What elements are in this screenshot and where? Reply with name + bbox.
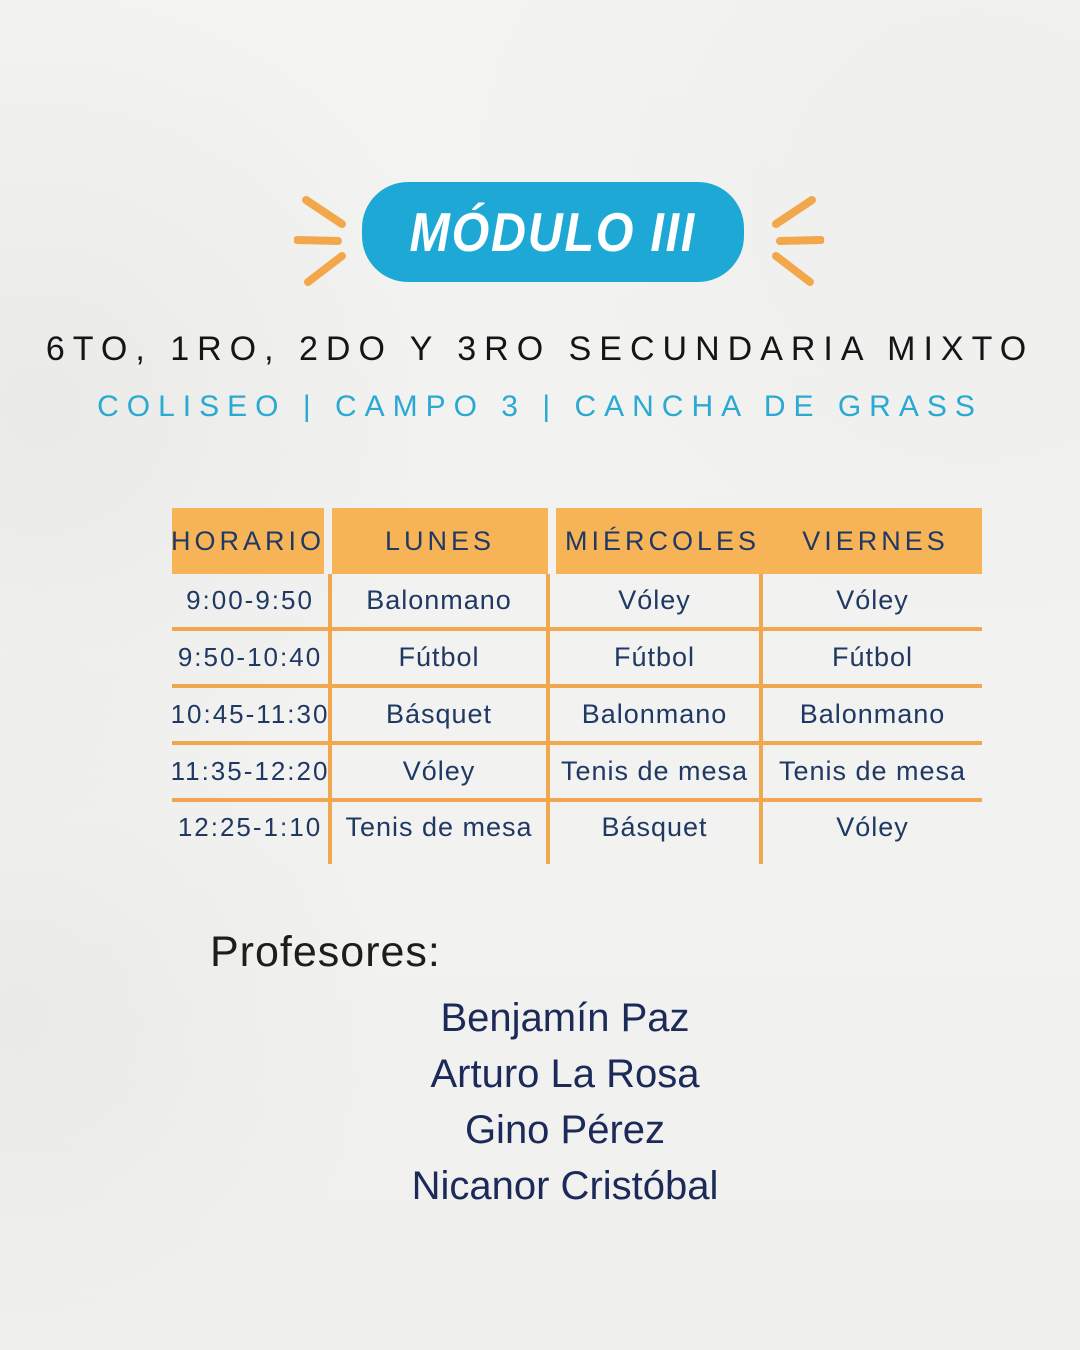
schedule-cell: Básquet	[546, 802, 759, 864]
audience-title: 6TO, 1RO, 2DO Y 3RO SECUNDARIA MIXTO	[45, 330, 1035, 368]
schedule-cell: Balonmano	[546, 688, 759, 741]
schedule-cell: Básquet	[328, 688, 546, 741]
module-badge-label: MÓDULO III	[409, 201, 697, 263]
time-cell: 12:25-1:10	[177, 812, 323, 842]
schedule-cell: Vóley	[328, 745, 546, 798]
column-header-miercoles-viernes: MIÉRCOLES VIERNES	[556, 508, 982, 574]
schedule-cell: Fútbol	[759, 631, 982, 684]
schedule-cell: Vóley	[546, 574, 759, 627]
table-row: 11:35-12:20 Vóley Tenis de mesa Tenis de…	[170, 745, 982, 802]
professor-name-list: Benjamín Paz Arturo La Rosa Gino Pérez N…	[50, 990, 1080, 1214]
schedule-cell: Vóley	[759, 574, 982, 627]
professor-name: Arturo La Rosa	[430, 1052, 700, 1096]
schedule-cell: Fútbol	[546, 631, 759, 684]
table-row: 9:00-9:50 Balonmano Vóley Vóley	[172, 574, 982, 631]
schedule-cell: Tenis de mesa	[328, 802, 546, 864]
column-header-horario: HORARIO	[171, 508, 324, 574]
table-row: 9:50-10:40 Fútbol Fútbol Fútbol	[172, 631, 982, 688]
schedule-cell: Fútbol	[328, 631, 546, 684]
schedule-cell: Tenis de mesa	[546, 745, 759, 798]
column-header-miercoles: MIÉRCOLES	[564, 525, 761, 556]
sparkle-right-icon	[772, 196, 824, 286]
schedule-cell: Tenis de mesa	[759, 745, 982, 798]
professor-name: Benjamín Paz	[440, 996, 690, 1040]
time-cell: 9:50-10:40	[177, 642, 323, 672]
table-row: 12:25-1:10 Tenis de mesa Básquet Vóley	[172, 802, 982, 864]
professor-name: Gino Pérez	[464, 1108, 666, 1152]
professor-name: Nicanor Cristóbal	[411, 1164, 719, 1208]
professors-heading: Profesores:	[210, 928, 441, 976]
schedule-cell: Vóley	[759, 802, 982, 864]
schedule-cell: Balonmano	[759, 688, 982, 741]
venues-line: COLISEO | CAMPO 3 | CANCHA DE GRASS	[97, 390, 983, 423]
table-row: 10:45-11:30 Básquet Balonmano Balonmano	[170, 688, 982, 745]
schedule-body: 9:00-9:50 Balonmano Vóley Vóley 9:50-10:…	[170, 574, 982, 864]
column-header-viernes: VIERNES	[802, 525, 949, 556]
schedule-table: HORARIO LUNES MIÉRCOLES VIERNES 9:00-9:5…	[170, 508, 982, 864]
module-badge: MÓDULO III	[362, 182, 744, 282]
time-cell: 10:45-11:30	[170, 699, 330, 729]
time-cell: 11:35-12:20	[170, 756, 330, 786]
sparkle-left-icon	[294, 196, 346, 286]
time-cell: 9:00-9:50	[186, 585, 314, 615]
schedule-header: HORARIO LUNES MIÉRCOLES VIERNES	[171, 508, 982, 574]
column-header-lunes: LUNES	[332, 508, 548, 574]
schedule-cell: Balonmano	[328, 574, 546, 627]
